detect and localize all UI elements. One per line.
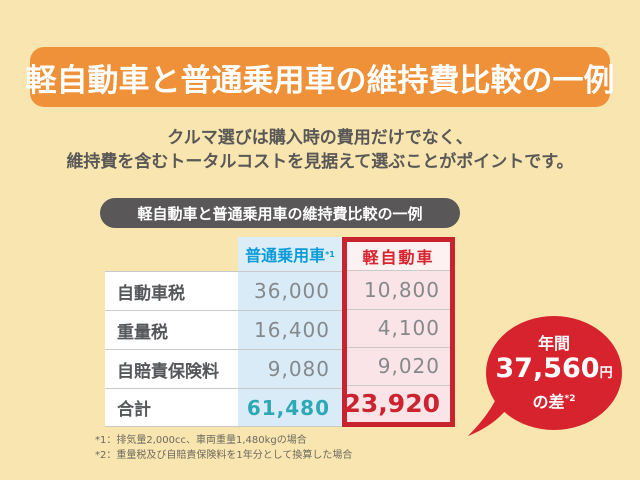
regular-car-footnote-ref: *1 (325, 249, 335, 259)
kei-car-liability-insurance: 9,020 (347, 346, 450, 385)
row-label-automobile-tax: 自動車税 (105, 271, 238, 310)
column-kei-car: 軽自動車 10,800 4,100 9,020 23,920 (342, 237, 455, 427)
cost-comparison-table: 自動車税 重量税 自賠責保険料 合計 普通乗用車 *1 36,000 16,400… (105, 237, 455, 427)
savings-footnote-ref: *2 (564, 393, 576, 404)
row-label-liability-insurance: 自賠責保険料 (105, 349, 238, 388)
kei-car-automobile-tax: 10,800 (347, 270, 450, 309)
savings-period-label: 年間 (537, 333, 570, 353)
corner-spacer-cell (105, 237, 238, 271)
intro-line-2: 維持費を含むトータルコストを見据えて選ぶことがポイントです。 (66, 152, 574, 172)
intro-line-1: クルマ選びは購入時の費用だけでなく、 (167, 128, 473, 148)
regular-car-automobile-tax: 36,000 (238, 271, 342, 310)
kei-car-header: 軽自動車 (347, 242, 450, 271)
kei-car-header-label: 軽自動車 (362, 248, 435, 268)
savings-difference-label: の差*2 (532, 392, 576, 412)
row-label-weight-tax: 重量税 (105, 310, 238, 349)
kei-car-weight-tax: 4,100 (347, 308, 450, 347)
savings-speech-bubble: 年間 37,560円 の差*2 (486, 316, 622, 430)
regular-car-weight-tax: 16,400 (238, 310, 342, 349)
kei-car-total: 23,920 (344, 384, 450, 422)
regular-car-liability-insurance: 9,080 (238, 349, 342, 388)
section-badge-label: 軽自動車と普通乗用車の維持費比較の一例 (137, 204, 423, 223)
footnotes: *1：排気量2,000cc、車両重量1,480kgの場合 *2：重量税及び自賠責… (95, 433, 352, 463)
regular-car-header-label: 普通乗用車 (245, 246, 326, 265)
savings-amount: 37,560円 (495, 352, 613, 389)
regular-car-header: 普通乗用車 *1 (238, 237, 342, 271)
page-title: 軽自動車と普通乗用車の維持費比較の一例 (25, 62, 615, 99)
savings-amount-value: 37,560 (495, 352, 600, 384)
column-row-labels: 自動車税 重量税 自賠責保険料 合計 (105, 237, 238, 427)
column-regular-car: 普通乗用車 *1 36,000 16,400 9,080 61,480 (238, 237, 342, 427)
intro-text: クルマ選びは購入時の費用だけでなく、 維持費を含むトータルコストを見据えて選ぶこ… (0, 126, 640, 174)
section-badge: 軽自動車と普通乗用車の維持費比較の一例 (100, 198, 460, 228)
savings-amount-unit: 円 (599, 365, 613, 381)
row-label-total: 合計 (105, 388, 238, 427)
footnote-1: *1：排気量2,000cc、車両重量1,480kgの場合 (95, 435, 307, 446)
title-banner: 軽自動車と普通乗用車の維持費比較の一例 (26, 47, 615, 107)
regular-car-total: 61,480 (238, 388, 342, 427)
footnote-2: *2：重量税及び自賠責保険料を1年分として換算した場合 (95, 450, 353, 461)
